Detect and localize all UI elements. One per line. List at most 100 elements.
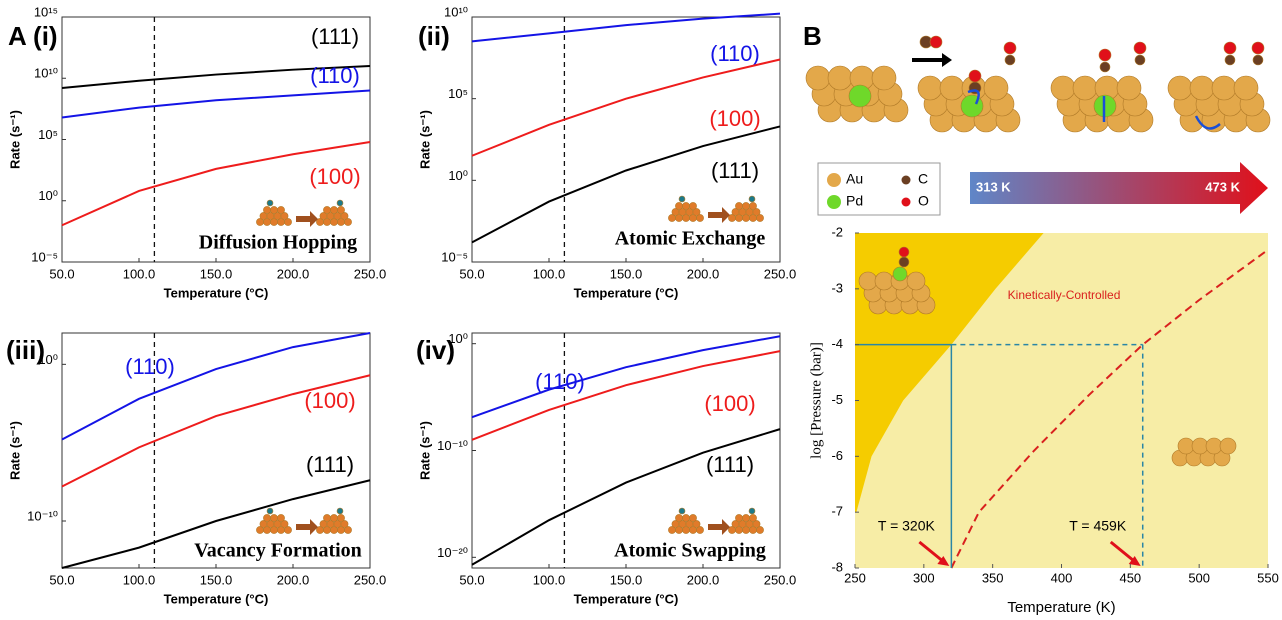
atom (898, 246, 910, 258)
y-tick-label: 10⁻¹⁰ (27, 508, 58, 523)
atom (858, 271, 878, 291)
y-tick-label: -3 (831, 280, 843, 295)
series-line (61, 65, 371, 89)
atom (689, 202, 697, 210)
legend-marker (827, 173, 841, 187)
series-line (61, 89, 371, 119)
x-tick-label: 250.0 (354, 572, 387, 587)
atom (898, 256, 910, 268)
y-tick-label: 10⁰ (38, 188, 58, 203)
atom (344, 218, 352, 226)
atom (1134, 54, 1146, 66)
atom (280, 520, 289, 528)
annotation: Atomic Swapping (614, 540, 766, 562)
legend-label: Pd (846, 193, 863, 209)
atom (284, 526, 292, 534)
series-label: (111) (711, 158, 759, 183)
legend-marker (901, 197, 911, 207)
x-tick-label: 200.0 (277, 266, 310, 281)
annotation: Atomic Exchange (615, 228, 766, 250)
arrow (912, 53, 952, 67)
arrow (296, 519, 318, 535)
atom (1224, 54, 1236, 66)
atom (1003, 41, 1017, 55)
atom (752, 520, 761, 528)
atom (675, 514, 683, 522)
series-line (471, 350, 781, 441)
series-line (471, 58, 781, 157)
kinetic-curve (950, 248, 1269, 569)
atom (277, 206, 285, 214)
guide-label: T = 320K (878, 518, 936, 534)
atom (1133, 41, 1147, 55)
atom (968, 69, 982, 83)
atom (756, 214, 764, 222)
atom (1050, 75, 1076, 101)
atom (749, 514, 757, 522)
y-tick-label: 10⁵ (448, 86, 468, 101)
region-label: Kinetically-Controlled (1008, 288, 1121, 302)
atom (1191, 437, 1209, 455)
atom (280, 212, 289, 220)
panel-label: (iv) (416, 335, 455, 365)
y-tick-label: 10⁰ (448, 168, 468, 183)
x-tick-label: 250.0 (764, 572, 797, 587)
atom (917, 75, 943, 101)
temperature-arrow (970, 162, 1268, 214)
y-tick-label: 10⁻¹⁰ (437, 438, 468, 453)
atom (344, 526, 352, 534)
x-tick-label: 150.0 (200, 266, 233, 281)
x-tick-label: 350 (982, 570, 1004, 585)
atom (678, 507, 686, 515)
series-label: (111) (706, 452, 754, 477)
atom (848, 84, 872, 108)
atom (1223, 41, 1237, 55)
series-label: (110) (535, 369, 585, 394)
y-tick-label: -8 (831, 559, 843, 574)
x-tick-label: 400 (1051, 570, 1073, 585)
x-tick-label: 50.0 (49, 266, 74, 281)
x-tick-label: 100.0 (533, 266, 566, 281)
annotation: Diffusion Hopping (199, 232, 357, 254)
atom (748, 195, 756, 203)
y-tick-label: 10⁰ (448, 331, 468, 346)
atom (330, 206, 338, 214)
y-tick-label: 10⁻⁵ (441, 249, 468, 264)
series-label: (100) (304, 388, 355, 413)
atom (270, 514, 278, 522)
x-tick-label: 100.0 (123, 572, 156, 587)
atom (675, 202, 683, 210)
atom (330, 514, 338, 522)
y-axis-title: Rate (s⁻¹) (417, 110, 432, 169)
arrow (708, 519, 730, 535)
atom (1251, 41, 1265, 55)
arrow (708, 207, 730, 223)
atom (263, 206, 271, 214)
y-axis-title: Rate (s⁻¹) (417, 421, 432, 480)
x-tick-label: 150.0 (610, 572, 643, 587)
x-axis-title: Temperature (K) (1007, 599, 1115, 616)
atom (906, 271, 926, 291)
x-tick-label: 200.0 (687, 572, 720, 587)
legend-marker (901, 175, 911, 185)
y-tick-label: 10¹⁵ (34, 4, 58, 19)
x-axis-title: Temperature (°C) (164, 591, 269, 606)
atom (337, 206, 345, 214)
arrow (1194, 115, 1221, 130)
atom (805, 65, 831, 91)
series-label: (111) (311, 24, 359, 49)
atom (735, 514, 743, 522)
x-tick-label: 200.0 (277, 572, 310, 587)
x-axis-title: Temperature (°C) (164, 285, 269, 300)
x-axis-title: Temperature (°C) (574, 285, 679, 300)
series-line (471, 335, 781, 419)
y-tick-label: 10¹⁰ (444, 4, 468, 19)
atom (1072, 75, 1098, 101)
atom (682, 514, 690, 522)
atom (1177, 437, 1195, 455)
x-tick-label: 50.0 (459, 572, 484, 587)
atom (277, 514, 285, 522)
atom (756, 526, 764, 534)
series-line (61, 374, 371, 488)
atom (678, 195, 686, 203)
